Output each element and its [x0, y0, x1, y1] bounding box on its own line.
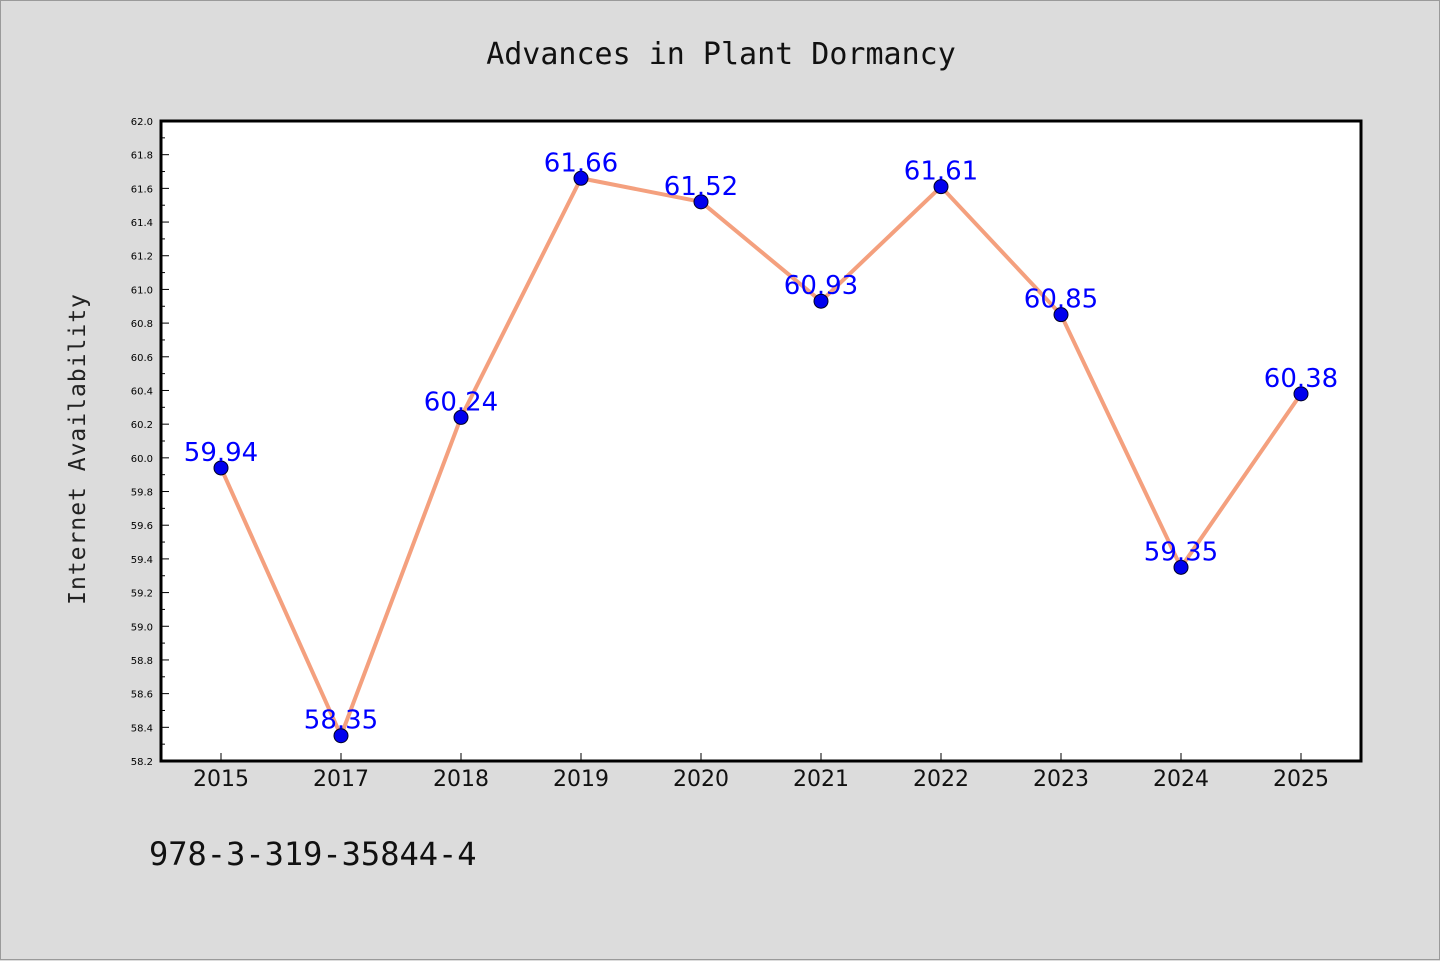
series-line: [219, 176, 1303, 738]
x-tick-label: 2020: [673, 767, 729, 792]
y-tick-label: 61.0: [131, 285, 153, 296]
data-point-2022: [933, 179, 949, 195]
data-label-2025: 60.38: [1264, 364, 1338, 394]
data-labels: 59.94 58.35 60.24 61.66 61.52 60.93 61.61 60.85…: [184, 148, 1338, 735]
y-axis-ticks: 58.2 58.4 58.6 58.8 59.0 59.2 59.4 59.6 59.8 60.0…: [131, 117, 169, 768]
data-point-2015: [213, 460, 229, 476]
y-tick-label: 59.2: [131, 589, 153, 600]
plot-area: [159, 119, 1363, 763]
x-axis-ticks: 2015 2017 2018 2019 2020 2021 2022 2023 2024 2025: [193, 753, 1329, 792]
data-point-2025: [1293, 386, 1309, 402]
data-label-2019: 61.66: [544, 148, 618, 178]
data-label-2021: 60.93: [784, 271, 858, 301]
y-tick-label: 60.0: [131, 454, 153, 465]
y-tick-label: 59.0: [131, 622, 153, 633]
y-tick-label: 61.4: [131, 218, 153, 229]
data-label-2023: 60.85: [1024, 285, 1098, 315]
data-label-2024: 59.35: [1144, 537, 1218, 567]
y-tick-label: 59.8: [131, 488, 153, 499]
data-label-2015: 59.94: [184, 438, 258, 468]
x-tick-label: 2021: [793, 767, 849, 792]
x-tick-label: 2023: [1033, 767, 1089, 792]
data-point-2019: [573, 170, 589, 186]
data-markers: [213, 170, 1309, 744]
x-tick-label: 2019: [553, 767, 609, 792]
y-tick-label: 58.2: [131, 757, 153, 768]
data-point-2023: [1053, 307, 1069, 323]
series-line-path: [219, 176, 1303, 738]
footnote-isbn: 978-3-319-35844-4: [149, 835, 477, 873]
y-tick-label: 58.6: [131, 690, 153, 701]
y-tick-label: 61.8: [131, 151, 153, 162]
chart-title: Advances in Plant Dormancy: [486, 37, 956, 72]
x-tick-label: 2022: [913, 767, 969, 792]
y-tick-label: 59.4: [131, 555, 153, 566]
data-label-2022: 61.61: [904, 157, 978, 187]
y-tick-label: 60.2: [131, 420, 153, 431]
y-tick-label: 58.8: [131, 656, 153, 667]
data-label-2020: 61.52: [664, 172, 738, 202]
data-point-2018: [453, 409, 469, 425]
x-tick-label: 2024: [1153, 767, 1209, 792]
y-tick-label: 59.6: [131, 521, 153, 532]
y-tick-label: 61.6: [131, 184, 153, 195]
data-label-2018: 60.24: [424, 387, 498, 417]
y-tick-label: 58.4: [131, 723, 153, 734]
x-tick-label: 2018: [433, 767, 489, 792]
y-tick-label: 60.6: [131, 353, 153, 364]
x-tick-label: 2025: [1273, 767, 1329, 792]
x-tick-label: 2015: [193, 767, 249, 792]
y-axis-label: Internet Availability: [65, 293, 91, 605]
y-tick-label: 60.8: [131, 319, 153, 330]
data-point-2017: [333, 728, 349, 744]
data-point-2020: [693, 194, 709, 210]
x-tick-label: 2017: [313, 767, 369, 792]
y-tick-label: 60.4: [131, 386, 153, 397]
data-point-2021: [813, 293, 829, 309]
data-label-2017: 58.35: [304, 706, 378, 736]
y-tick-label: 62.0: [131, 117, 153, 128]
data-point-2024: [1173, 559, 1189, 575]
y-tick-label: 61.2: [131, 252, 153, 263]
